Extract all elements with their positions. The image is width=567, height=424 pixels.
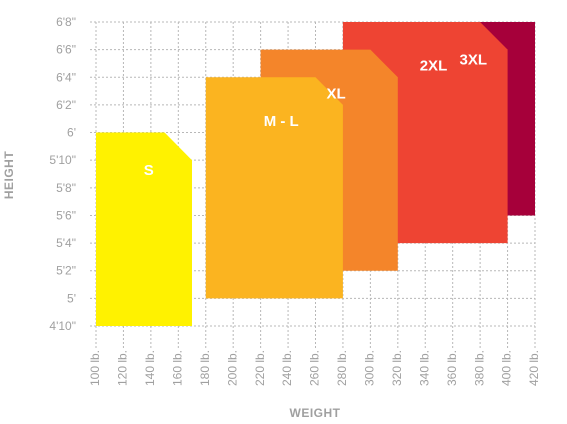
y-tick-label: 5'6": [56, 208, 76, 222]
label-s: S: [144, 162, 154, 179]
y-tick-label: 6': [67, 126, 76, 140]
x-tick-label: 280 lb.: [335, 350, 349, 386]
y-tick-label: 6'2": [56, 98, 76, 112]
label-xl: XL: [326, 85, 345, 102]
x-tick-label: 300 lb.: [363, 350, 377, 386]
x-tick-label: 120 lb.: [116, 350, 130, 386]
x-tick-label: 240 lb.: [280, 350, 294, 386]
label-2xl: 2XL: [420, 58, 448, 75]
x-tick-label: 180 lb.: [198, 350, 212, 386]
x-tick-label: 140 lb.: [143, 350, 157, 386]
x-axis-label: WEIGHT: [290, 406, 341, 420]
y-tick-label: 6'6": [56, 43, 76, 57]
y-tick-label: 6'4": [56, 70, 76, 84]
x-tick-label: 160 lb.: [170, 350, 184, 386]
x-tick-label: 260 lb.: [308, 350, 322, 386]
x-tick-label: 320 lb.: [390, 350, 404, 386]
y-tick-label: 5'2": [56, 264, 76, 278]
x-tick-labels: 100 lb. 120 lb. 140 lb. 160 lb. 180 lb. 200 l…: [88, 350, 541, 386]
y-tick-label: 6'8": [56, 15, 76, 29]
x-tick-label: 340 lb.: [417, 350, 431, 386]
y-tick-label: 5'10": [49, 153, 76, 167]
region-s: [96, 132, 192, 326]
size-labels: 3XL 2XL XL M - L S: [144, 52, 487, 180]
x-tick-label: 360 lb.: [445, 350, 459, 386]
x-tick-label: 380 lb.: [472, 350, 486, 386]
size-regions: [96, 22, 535, 326]
region-m-l: [205, 77, 343, 299]
x-tick-label: 400 lb.: [500, 350, 514, 386]
x-tick-label: 100 lb.: [88, 350, 102, 386]
y-tick-label: 5'8": [56, 181, 76, 195]
y-tick-label: 4'10": [49, 319, 76, 333]
label-m-l: M - L: [264, 113, 299, 130]
y-axis-label: HEIGHT: [2, 151, 16, 200]
y-tick-label: 5'4": [56, 236, 76, 250]
x-tick-label: 220 lb.: [253, 350, 267, 386]
y-tick-labels: 4'10" 5' 5'2" 5'4" 5'6" 5'8" 5'10" 6' 6'2" 6'4" 6'…: [49, 15, 76, 333]
label-3xl: 3XL: [460, 52, 488, 69]
x-tick-label: 200 lb.: [225, 350, 239, 386]
x-tick-label: 420 lb.: [527, 350, 541, 386]
y-tick-label: 5': [67, 291, 76, 305]
